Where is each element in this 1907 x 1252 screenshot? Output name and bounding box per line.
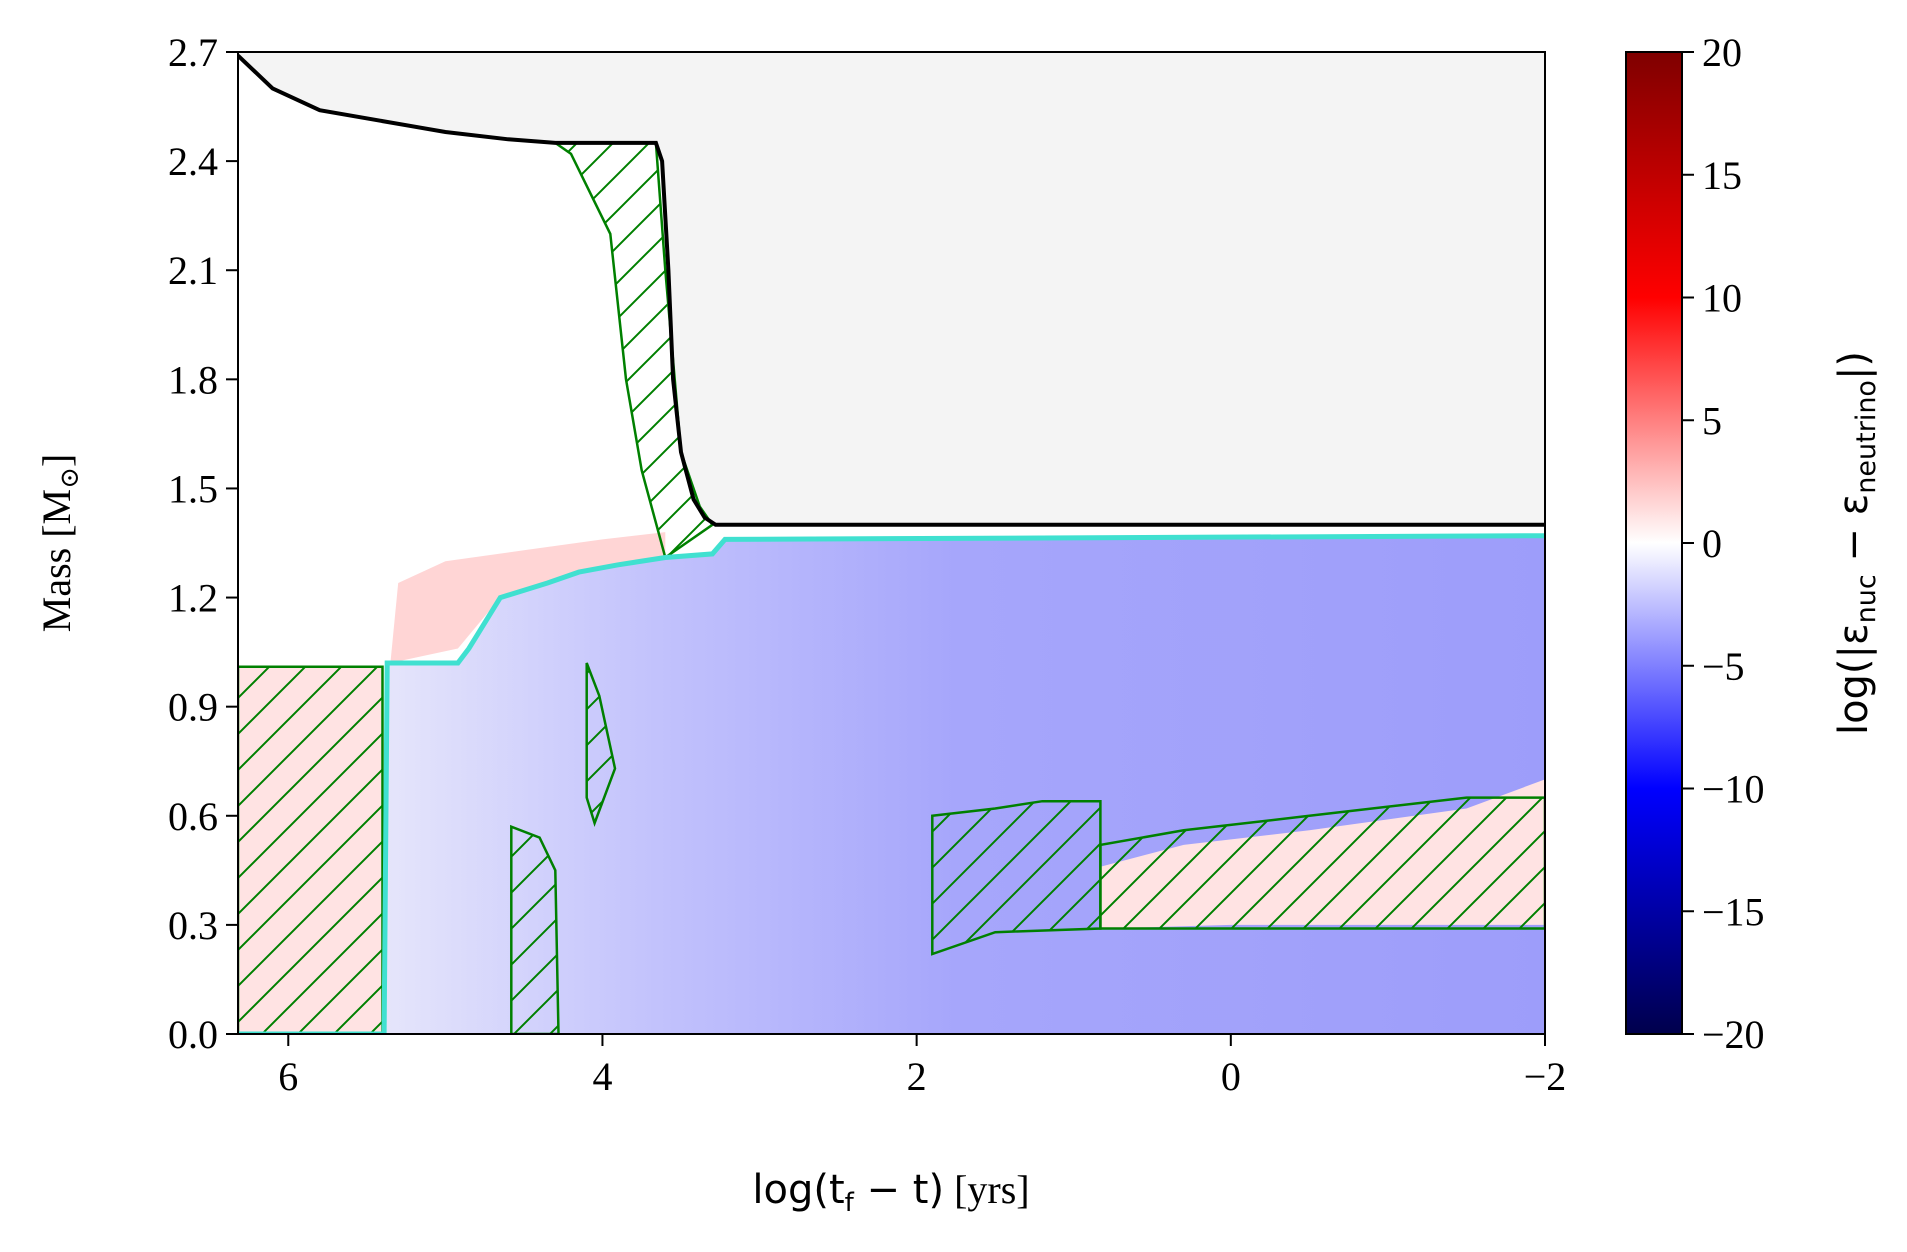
- y-tick-label: 1.5: [168, 466, 218, 511]
- total-mass-line: [238, 54, 1545, 527]
- y-tick-label: 2.7: [168, 30, 218, 75]
- colorbar-tick-label: −15: [1702, 889, 1765, 934]
- colorbar-tick-label: 20: [1702, 30, 1742, 75]
- colorbar-tick-label: −20: [1702, 1012, 1765, 1057]
- y-tick-label: 2.4: [168, 139, 218, 184]
- y-axis: 0.0 0.3 0.6 0.9 1.2 1.5 1.8 2.1 2.4 2.7: [168, 30, 238, 1057]
- convective-zone-2: [510, 824, 560, 1034]
- colorbar-tick-label: 5: [1702, 398, 1722, 443]
- convective-zone-6: [1099, 796, 1545, 930]
- convective-zone-3: [585, 662, 617, 827]
- y-tick-label: 0.3: [168, 903, 218, 948]
- y-axis-label: Mass [M⊙]: [34, 454, 84, 632]
- x-axis-label: log(tf − t) [yrs]: [752, 1167, 1029, 1218]
- colorbar-tick-label: 0: [1702, 521, 1722, 566]
- plot-frame: [237, 51, 1546, 1035]
- y-tick-label: 1.2: [168, 576, 218, 621]
- core-boundary-line: [238, 533, 1545, 1034]
- y-tick-label: 0.9: [168, 685, 218, 730]
- stellar-envelope-region: [238, 52, 1545, 525]
- y-tick-label: 0.6: [168, 794, 218, 839]
- colorbar-tick-label: 10: [1702, 276, 1742, 321]
- heating-region-2: [390, 532, 666, 663]
- convective-zone-5: [931, 799, 1102, 956]
- colorbar-tick-label: −5: [1702, 644, 1745, 689]
- colorbar-tick-label: 15: [1702, 153, 1742, 198]
- x-tick-label: 0: [1221, 1054, 1241, 1099]
- x-axis: 6 4 2 0 −2: [278, 1034, 1566, 1099]
- y-tick-label: 0.0: [168, 1012, 218, 1057]
- colorbar-tick-label: −10: [1702, 767, 1765, 812]
- x-tick-label: 4: [592, 1054, 612, 1099]
- x-tick-label: 2: [907, 1054, 927, 1099]
- convective-zone-1: [238, 665, 384, 1034]
- colorbar-label: log(|εnuc − εneutrino|): [1831, 351, 1882, 735]
- x-tick-label: −2: [1524, 1054, 1567, 1099]
- colorbar-ticks: 20 15 10 5 0 −5 −10 −15 −20: [1682, 30, 1765, 1057]
- y-tick-label: 1.8: [168, 357, 218, 402]
- colorbar: [1625, 51, 1683, 1035]
- convective-zone-4: [551, 141, 715, 560]
- y-tick-label: 2.1: [168, 248, 218, 293]
- convective-zones: [238, 141, 1545, 1034]
- x-tick-label: 6: [278, 1054, 298, 1099]
